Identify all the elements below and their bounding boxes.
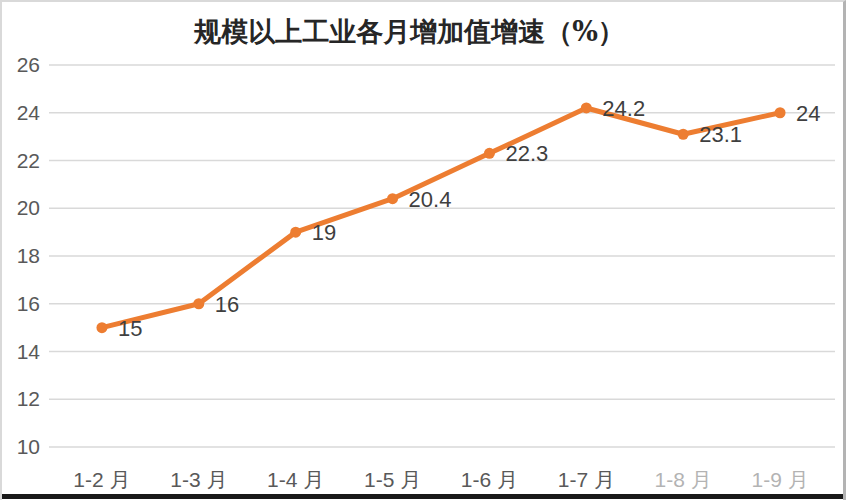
series-line (102, 108, 780, 328)
x-tick-label: 1-3 月 (170, 468, 227, 491)
data-point-marker (387, 193, 398, 204)
data-point-marker (775, 107, 786, 118)
x-tick-label: 1-8 月 (655, 468, 712, 491)
data-point-marker (484, 148, 495, 159)
chart-container: 规模以上工业各月增加值增速（%） 2624222018161412101-2 月… (0, 0, 846, 500)
line-chart-canvas: 26 24 22 20 18 16 14 12 10 1-2 月 1-3 月 1-4 月 1-5 月 1-… (2, 2, 846, 500)
y-tick-label: 10 (17, 435, 40, 458)
bottom-border-bar (2, 494, 846, 499)
data-point-label: 20.4 (409, 187, 452, 212)
data-point-marker (193, 298, 204, 309)
y-tick-label: 14 (17, 340, 41, 363)
data-point-label: 24.2 (602, 96, 645, 121)
x-tick-label: 1-7 月 (558, 468, 615, 491)
y-tick-label: 12 (17, 387, 40, 410)
x-tick-label: 1-9 月 (751, 468, 808, 491)
y-tick-label: 24 (17, 101, 41, 124)
data-point-label: 23.1 (699, 122, 742, 147)
data-point-label: 19 (312, 220, 336, 245)
data-point-label: 16 (215, 292, 239, 317)
x-tick-label: 1-2 月 (73, 468, 130, 491)
y-tick-label: 20 (17, 196, 40, 219)
data-point-label: 15 (118, 316, 142, 341)
data-point-marker (678, 129, 689, 140)
y-tick-label: 16 (17, 292, 40, 315)
data-point-marker (581, 102, 592, 113)
y-tick-label: 18 (17, 244, 40, 267)
data-point-label: 22.3 (505, 141, 548, 166)
data-point-label: 24 (796, 101, 820, 126)
y-tick-label: 22 (17, 149, 40, 172)
data-point-marker (290, 227, 301, 238)
data-point-marker (96, 322, 107, 333)
y-tick-label: 26 (17, 53, 40, 76)
x-tick-label: 1-4 月 (267, 468, 324, 491)
x-tick-label: 1-5 月 (364, 468, 421, 491)
x-tick-label: 1-6 月 (461, 468, 518, 491)
